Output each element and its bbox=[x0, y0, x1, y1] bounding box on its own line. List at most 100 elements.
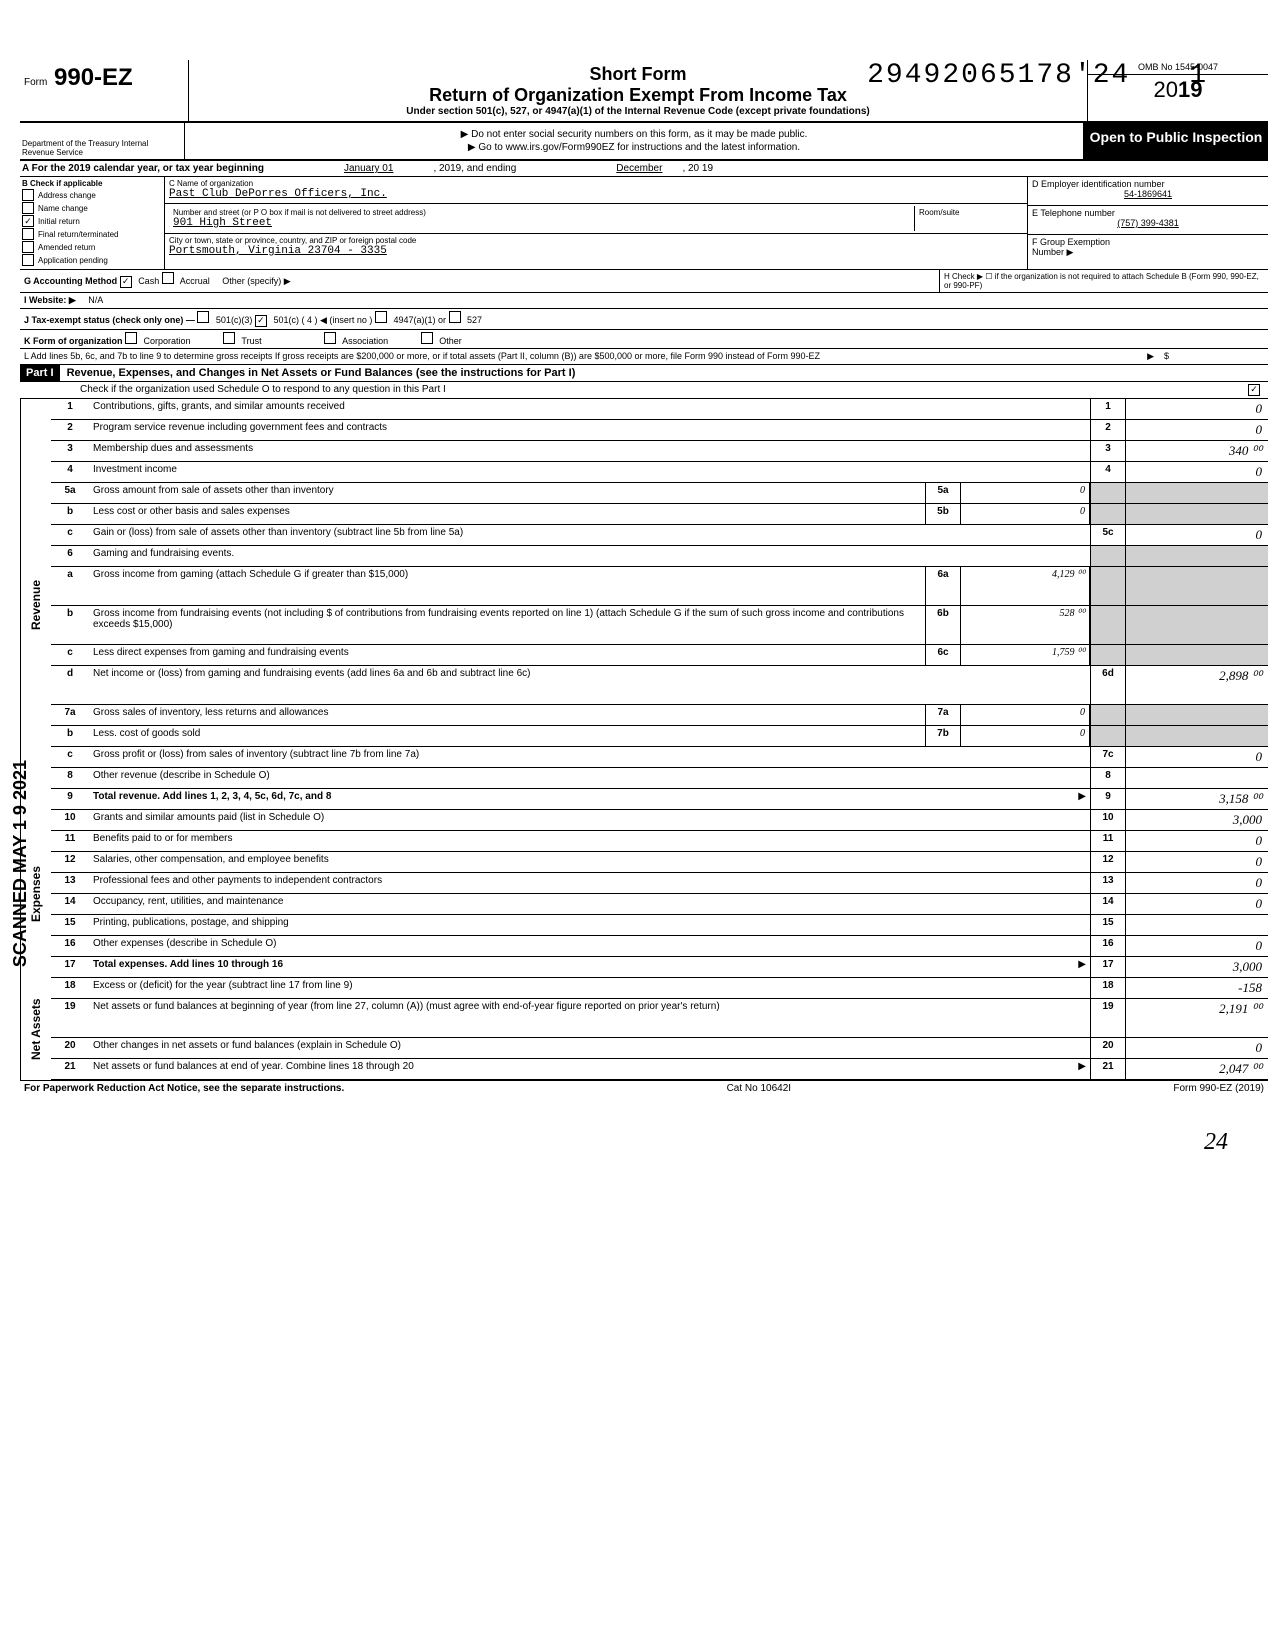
line-a-end-month: December bbox=[616, 163, 662, 174]
city-row: City or town, state or province, country… bbox=[165, 234, 1027, 260]
501c-checkbox[interactable]: ✓ bbox=[255, 315, 267, 327]
form-line: 13Professional fees and other payments t… bbox=[51, 873, 1268, 894]
line-right-number: 1 bbox=[1090, 399, 1126, 419]
ein-label: D Employer identification number bbox=[1032, 179, 1264, 189]
form-line: 3Membership dues and assessments3340 ⁰⁰ bbox=[51, 441, 1268, 462]
501c3-checkbox[interactable] bbox=[197, 311, 209, 323]
line-description: Investment income bbox=[89, 462, 1090, 482]
line-right-number: 5c bbox=[1090, 525, 1126, 545]
section-b: B Check if applicable Address changeName… bbox=[20, 177, 165, 269]
line-description: Net income or (loss) from gaming and fun… bbox=[89, 666, 1090, 704]
header-row-2: Department of the Treasury Internal Reve… bbox=[20, 123, 1268, 161]
corp-label: Corporation bbox=[144, 336, 191, 346]
section-b-checkbox[interactable] bbox=[22, 202, 34, 214]
line-right-number: 17 bbox=[1090, 957, 1126, 977]
line-mid-value: 0 bbox=[961, 483, 1090, 503]
line-number: 20 bbox=[51, 1038, 89, 1058]
line-right-number bbox=[1090, 483, 1126, 503]
row-i-website: I Website: ▶ N/A bbox=[20, 293, 1268, 309]
assoc-checkbox[interactable] bbox=[324, 332, 336, 344]
line-right-number: 13 bbox=[1090, 873, 1126, 893]
section-b-checkbox[interactable] bbox=[22, 228, 34, 240]
line-right-value: 0 bbox=[1126, 399, 1268, 419]
line-description: Printing, publications, postage, and shi… bbox=[89, 915, 1090, 935]
line-right-value: 0 bbox=[1126, 747, 1268, 767]
section-b-checkbox[interactable] bbox=[22, 254, 34, 266]
trust-label: Trust bbox=[241, 336, 261, 346]
line-mid-number: 6a bbox=[925, 567, 961, 605]
section-b-checkbox[interactable] bbox=[22, 241, 34, 253]
line-right-number: 16 bbox=[1090, 936, 1126, 956]
other-method-label: Other (specify) ▶ bbox=[222, 276, 290, 286]
line-right-value bbox=[1126, 768, 1268, 788]
corp-checkbox[interactable] bbox=[125, 332, 137, 344]
group-exemption-arrow: Number ▶ bbox=[1032, 247, 1264, 258]
line-right-value bbox=[1126, 705, 1268, 725]
accrual-checkbox[interactable] bbox=[162, 272, 174, 284]
street-value: 901 High Street bbox=[173, 217, 910, 229]
501c-label: 501(c) ( 4 ) ◀ (insert no ) bbox=[273, 315, 372, 325]
line-right-value bbox=[1126, 915, 1268, 935]
line-number: 7a bbox=[51, 705, 89, 725]
line-right-number: 3 bbox=[1090, 441, 1126, 461]
form-line: 9Total revenue. Add lines 1, 2, 3, 4, 5c… bbox=[51, 789, 1268, 810]
expenses-side-label: Expenses bbox=[20, 810, 51, 978]
section-b-item: Address change bbox=[22, 189, 162, 201]
line-number: 17 bbox=[51, 957, 89, 977]
line-description: Total revenue. Add lines 1, 2, 3, 4, 5c,… bbox=[89, 789, 1090, 809]
ein-value: 54-1869641 bbox=[1032, 189, 1264, 199]
line-mid-value: 1,759 ⁰⁰ bbox=[961, 645, 1090, 665]
form-number: 990-EZ bbox=[54, 64, 133, 91]
form-line: 18Excess or (deficit) for the year (subt… bbox=[51, 978, 1268, 999]
section-b-checkbox[interactable]: ✓ bbox=[22, 215, 34, 227]
other-org-label: Other bbox=[439, 336, 462, 346]
form-line: 7aGross sales of inventory, less returns… bbox=[51, 705, 1268, 726]
527-checkbox[interactable] bbox=[449, 311, 461, 323]
footer-left: For Paperwork Reduction Act Notice, see … bbox=[24, 1083, 344, 1094]
street-row: Number and street (or P O box if mail is… bbox=[165, 204, 1027, 234]
line-right-value: 3,000 bbox=[1126, 957, 1268, 977]
instructions-box: ▶ Do not enter social security numbers o… bbox=[185, 123, 1083, 159]
line-right-value: 0 bbox=[1126, 852, 1268, 872]
form-line: 11Benefits paid to or for members110 bbox=[51, 831, 1268, 852]
accounting-label: G Accounting Method bbox=[24, 276, 117, 286]
line-description: Less cost or other basis and sales expen… bbox=[89, 504, 925, 524]
form-line: cLess direct expenses from gaming and fu… bbox=[51, 645, 1268, 666]
schedule-o-checkbox[interactable]: ✓ bbox=[1248, 384, 1260, 396]
501c3-label: 501(c)(3) bbox=[216, 315, 253, 325]
line-a-mid: , 2019, and ending bbox=[433, 163, 516, 174]
line-right-number: 20 bbox=[1090, 1038, 1126, 1058]
line-number: c bbox=[51, 747, 89, 767]
other-org-checkbox[interactable] bbox=[421, 332, 433, 344]
document-locator-number: 29492065178'24 1 bbox=[867, 60, 1208, 91]
cash-checkbox[interactable]: ✓ bbox=[120, 276, 132, 288]
line-right-value bbox=[1126, 645, 1268, 665]
line-mid-number: 6c bbox=[925, 645, 961, 665]
527-label: 527 bbox=[467, 315, 482, 325]
line-description: Gross income from fundraising events (no… bbox=[89, 606, 925, 644]
4947-checkbox[interactable] bbox=[375, 311, 387, 323]
form-number-box: Form 990-EZ bbox=[20, 60, 189, 121]
section-b-checkbox[interactable] bbox=[22, 189, 34, 201]
trust-checkbox[interactable] bbox=[223, 332, 235, 344]
line-number: 6 bbox=[51, 546, 89, 566]
org-form-label: K Form of organization bbox=[24, 336, 123, 346]
form-line: 10Grants and similar amounts paid (list … bbox=[51, 810, 1268, 831]
row-h-text: H Check ▶ ☐ if the organization is not r… bbox=[939, 270, 1268, 292]
line-right-value: -158 bbox=[1126, 978, 1268, 998]
row-l-arrow: ▶ bbox=[1147, 351, 1154, 362]
line-right-value: 0 bbox=[1126, 894, 1268, 914]
line-right-value: 0 bbox=[1126, 462, 1268, 482]
line-number: 3 bbox=[51, 441, 89, 461]
line-description: Total expenses. Add lines 10 through 16 … bbox=[89, 957, 1090, 977]
website-value: N/A bbox=[88, 295, 103, 305]
line-right-number bbox=[1090, 705, 1126, 725]
street-label: Number and street (or P O box if mail is… bbox=[173, 208, 910, 217]
line-number: 9 bbox=[51, 789, 89, 809]
line-mid-value: 0 bbox=[961, 726, 1090, 746]
form-line: bGross income from fundraising events (n… bbox=[51, 606, 1268, 645]
form-line: 8Other revenue (describe in Schedule O)8 bbox=[51, 768, 1268, 789]
row-j-tax-status: J Tax-exempt status (check only one) — 5… bbox=[20, 309, 1268, 330]
form-line: cGain or (loss) from sale of assets othe… bbox=[51, 525, 1268, 546]
line-description: Less. cost of goods sold bbox=[89, 726, 925, 746]
